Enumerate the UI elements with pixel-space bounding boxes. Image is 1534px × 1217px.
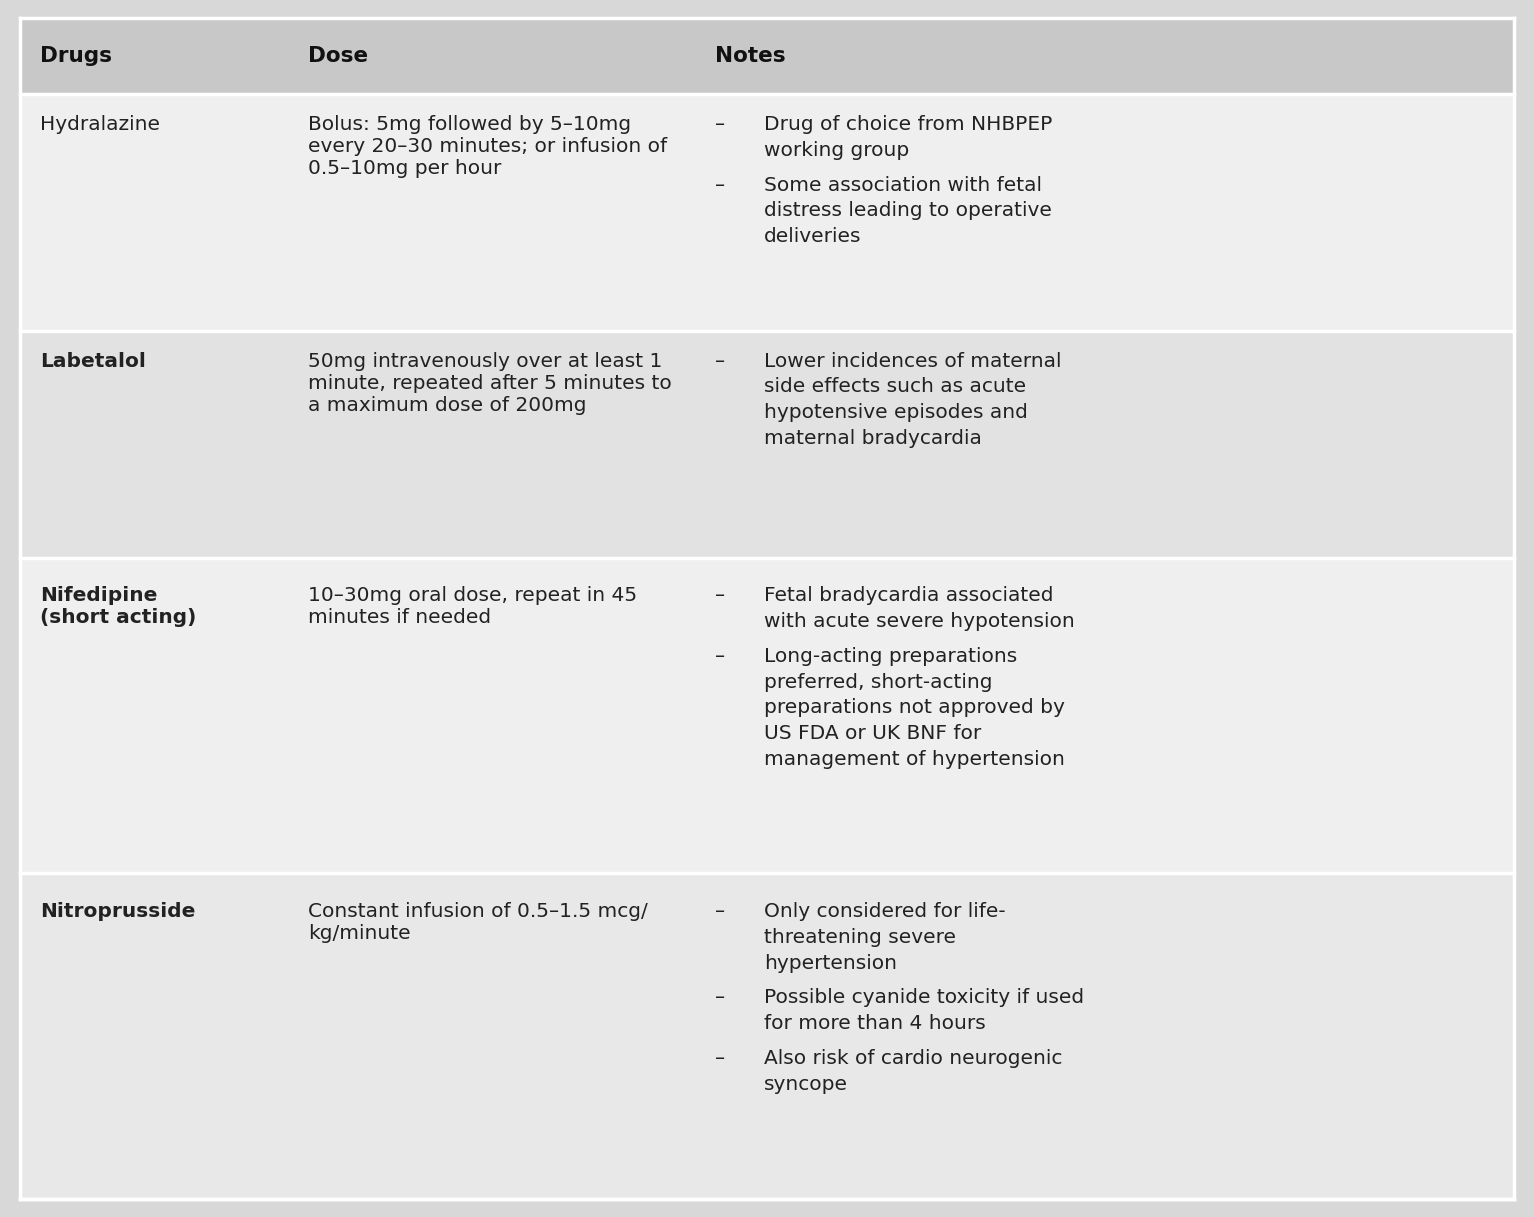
Text: –: – bbox=[715, 175, 726, 195]
Text: –: – bbox=[715, 1049, 726, 1069]
Text: Only considered for life-: Only considered for life- bbox=[764, 902, 1006, 921]
Text: distress leading to operative: distress leading to operative bbox=[764, 202, 1052, 220]
Text: Bolus: 5mg followed by 5–10mg
every 20–30 minutes; or infusion of
0.5–10mg per h: Bolus: 5mg followed by 5–10mg every 20–3… bbox=[308, 116, 667, 178]
Text: hypertension: hypertension bbox=[764, 954, 897, 972]
Text: Some association with fetal: Some association with fetal bbox=[764, 175, 1042, 195]
Bar bbox=[20, 873, 1514, 1199]
Text: Long-acting preparations: Long-acting preparations bbox=[764, 646, 1017, 666]
Text: preparations not approved by: preparations not approved by bbox=[764, 699, 1065, 717]
Text: threatening severe: threatening severe bbox=[764, 927, 956, 947]
Text: Also risk of cardio neurogenic: Also risk of cardio neurogenic bbox=[764, 1049, 1063, 1069]
Bar bbox=[20, 557, 1514, 873]
Bar bbox=[20, 18, 1514, 94]
Text: working group: working group bbox=[764, 141, 910, 159]
Text: deliveries: deliveries bbox=[764, 228, 862, 246]
Text: Labetalol: Labetalol bbox=[40, 352, 146, 371]
Text: Drugs: Drugs bbox=[40, 46, 112, 66]
Text: –: – bbox=[715, 116, 726, 134]
Text: side effects such as acute: side effects such as acute bbox=[764, 377, 1026, 397]
Text: hypotensive episodes and: hypotensive episodes and bbox=[764, 403, 1028, 422]
Bar bbox=[20, 94, 1514, 331]
Text: 10–30mg oral dose, repeat in 45
minutes if needed: 10–30mg oral dose, repeat in 45 minutes … bbox=[308, 587, 638, 627]
Text: US FDA or UK BNF for: US FDA or UK BNF for bbox=[764, 724, 982, 744]
Text: management of hypertension: management of hypertension bbox=[764, 750, 1065, 769]
Text: –: – bbox=[715, 646, 726, 666]
Text: for more than 4 hours: for more than 4 hours bbox=[764, 1014, 986, 1033]
Text: Notes: Notes bbox=[715, 46, 785, 66]
Text: Lower incidences of maternal: Lower incidences of maternal bbox=[764, 352, 1062, 371]
Text: syncope: syncope bbox=[764, 1075, 848, 1094]
Text: Constant infusion of 0.5–1.5 mcg/
kg/minute: Constant infusion of 0.5–1.5 mcg/ kg/min… bbox=[308, 902, 647, 943]
Text: –: – bbox=[715, 988, 726, 1008]
Text: Dose: Dose bbox=[308, 46, 368, 66]
Text: Hydralazine: Hydralazine bbox=[40, 116, 160, 134]
Text: with acute severe hypotension: with acute severe hypotension bbox=[764, 612, 1075, 630]
Text: Drug of choice from NHBPEP: Drug of choice from NHBPEP bbox=[764, 116, 1052, 134]
Text: Fetal bradycardia associated: Fetal bradycardia associated bbox=[764, 587, 1054, 605]
Text: –: – bbox=[715, 352, 726, 371]
Text: Nitroprusside: Nitroprusside bbox=[40, 902, 195, 921]
Text: Possible cyanide toxicity if used: Possible cyanide toxicity if used bbox=[764, 988, 1085, 1008]
Text: preferred, short-acting: preferred, short-acting bbox=[764, 673, 992, 691]
Bar bbox=[20, 331, 1514, 557]
Text: Nifedipine
(short acting): Nifedipine (short acting) bbox=[40, 587, 196, 627]
Text: maternal bradycardia: maternal bradycardia bbox=[764, 430, 982, 448]
Text: –: – bbox=[715, 587, 726, 605]
Text: –: – bbox=[715, 902, 726, 921]
Text: 50mg intravenously over at least 1
minute, repeated after 5 minutes to
a maximum: 50mg intravenously over at least 1 minut… bbox=[308, 352, 672, 415]
